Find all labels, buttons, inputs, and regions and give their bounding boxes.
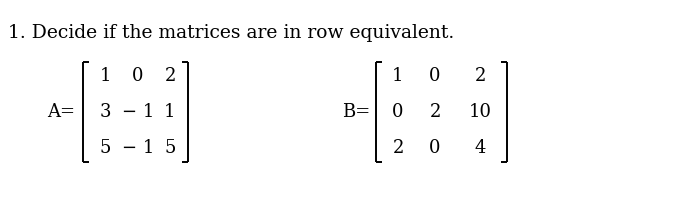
- Text: 4: 4: [475, 139, 485, 157]
- Text: 5: 5: [164, 139, 176, 157]
- Text: 2: 2: [164, 67, 176, 85]
- Text: 10: 10: [469, 103, 492, 121]
- Text: 0: 0: [132, 67, 144, 85]
- Text: B=: B=: [342, 103, 370, 121]
- Text: 5: 5: [99, 139, 111, 157]
- Text: 2: 2: [429, 103, 441, 121]
- Text: − 1: − 1: [122, 139, 154, 157]
- Text: 0: 0: [429, 67, 441, 85]
- Text: 1: 1: [392, 67, 404, 85]
- Text: 1. Decide if the matrices are in row equivalent.: 1. Decide if the matrices are in row equ…: [8, 24, 454, 42]
- Text: 2: 2: [392, 139, 404, 157]
- Text: 1: 1: [164, 103, 176, 121]
- Text: 3: 3: [99, 103, 111, 121]
- Text: 1: 1: [99, 67, 111, 85]
- Text: 0: 0: [429, 139, 441, 157]
- Text: 0: 0: [392, 103, 404, 121]
- Text: − 1: − 1: [122, 103, 154, 121]
- Text: A=: A=: [47, 103, 75, 121]
- Text: 2: 2: [475, 67, 485, 85]
